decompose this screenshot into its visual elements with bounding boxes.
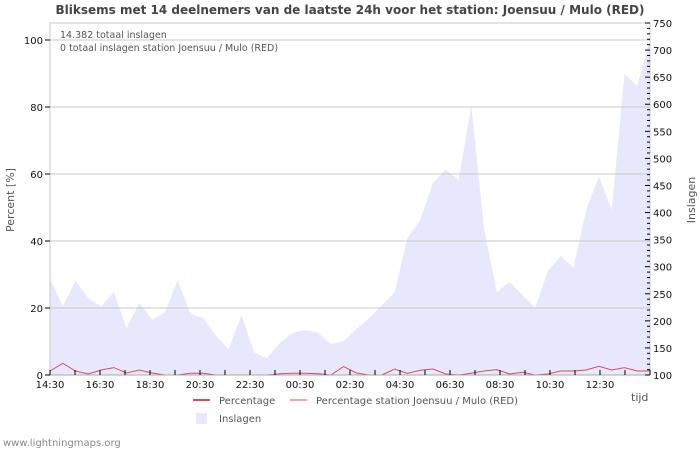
legend-inslagen-label: Inslagen [219, 414, 261, 425]
x-axis-title: tijd [631, 391, 648, 404]
y-tick-label: 100 [24, 36, 43, 47]
total-strikes-text: 14.382 totaal inslagen [60, 30, 167, 41]
y2-tick-label: 650 [653, 73, 672, 84]
source-link[interactable]: www.lightningmaps.org [3, 438, 121, 449]
x-axis: 14:30 16:30 18:30 20:30 22:30 00:30 02:30 04:30… [36, 370, 651, 391]
y2-tick-label: 600 [653, 100, 672, 111]
x-tick-label: 00:30 [286, 380, 315, 391]
y2-axis-title: Inslagen [685, 177, 698, 223]
y2-tick-label: 300 [653, 263, 672, 274]
x-tick-label: 06:30 [436, 380, 465, 391]
y-tick-label: 20 [30, 304, 43, 315]
y2-tick-label: 750 [653, 19, 672, 30]
x-tick-label: 08:30 [486, 380, 515, 391]
x-tick-label: 18:30 [136, 380, 165, 391]
legend: Percentage Percentage station Joensuu / … [193, 396, 518, 425]
x-tick-label: 04:30 [386, 380, 415, 391]
y2-tick-label: 700 [653, 46, 672, 57]
y2-tick-label: 250 [653, 290, 672, 301]
y2-tick-label: 500 [653, 154, 672, 165]
legend-station-label: Percentage station Joensuu / Mulo (RED) [316, 396, 518, 407]
x-tick-label: 12:30 [586, 380, 615, 391]
left-axis: 0 20 40 60 80 100 [24, 36, 50, 382]
y-tick-label: 80 [30, 103, 43, 114]
x-tick-label: 22:30 [236, 380, 265, 391]
y-axis-title: Percent [%] [4, 168, 17, 232]
y-tick-label: 0 [37, 371, 43, 382]
x-tick-label: 10:30 [536, 380, 565, 391]
chart-title: Bliksems met 14 deelnemers van de laatst… [55, 3, 645, 17]
station-strikes-text: 0 totaal inslagen station Joensuu / Mulo… [60, 43, 278, 54]
y-tick-label: 60 [30, 170, 43, 181]
y2-tick-label: 150 [653, 344, 672, 355]
legend-inslagen-swatch [196, 413, 207, 424]
y2-tick-label: 550 [653, 127, 672, 138]
y2-tick-label: 350 [653, 236, 672, 247]
y-tick-label: 40 [30, 237, 43, 248]
legend-percentage-label: Percentage [219, 396, 275, 407]
grid-lines [50, 39, 650, 309]
right-axis: 100 150 200 250 300 350 400 450 500 550 600 650 700 7… [645, 19, 672, 382]
y2-tick-label: 450 [653, 181, 672, 192]
inslagen-area [50, 39, 650, 376]
x-tick-label: 14:30 [36, 380, 65, 391]
y2-tick-label: 100 [653, 371, 672, 382]
y2-tick-label: 400 [653, 209, 672, 220]
y2-tick-label: 200 [653, 317, 672, 328]
x-tick-label: 16:30 [86, 380, 115, 391]
x-tick-label: 02:30 [336, 380, 365, 391]
x-tick-label: 20:30 [186, 380, 215, 391]
